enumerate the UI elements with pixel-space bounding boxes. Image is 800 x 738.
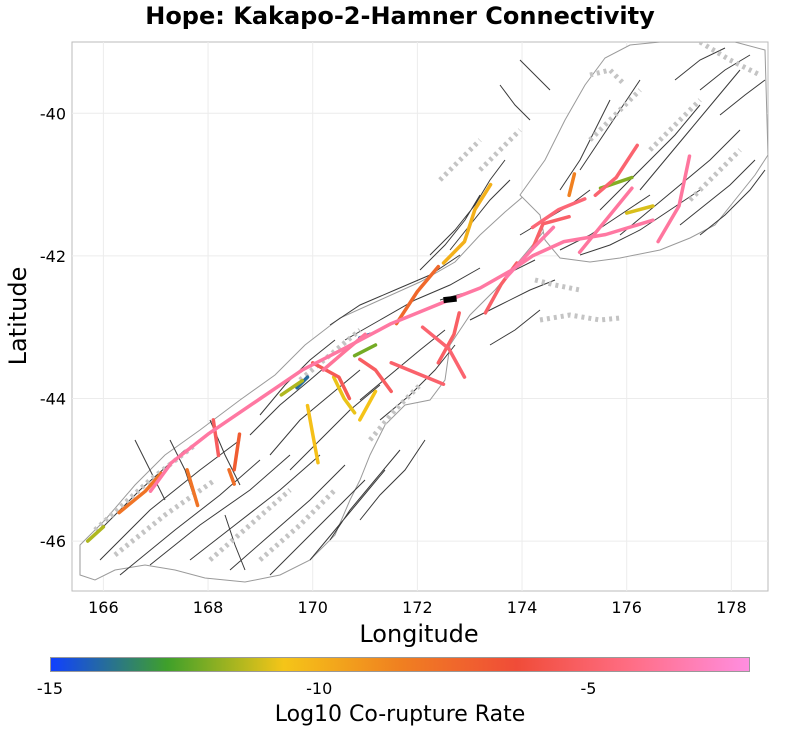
rupture-segment	[310, 361, 352, 401]
rupture-segment	[227, 468, 236, 486]
rupture-segment	[530, 214, 571, 251]
x-tick-label: 174	[507, 598, 538, 617]
rupture-segment	[420, 325, 467, 379]
rupture-segment	[232, 432, 242, 472]
rupture-segment	[279, 378, 305, 397]
x-tick-label: 170	[297, 598, 328, 617]
south-island-outline	[79, 189, 546, 583]
rupture-segment	[117, 471, 163, 515]
land-outline	[79, 42, 768, 583]
y-tick-label: -44	[40, 389, 66, 408]
colorbar-tick-label: -5	[580, 679, 597, 698]
x-tick-label: 178	[716, 598, 747, 617]
rupture-segment	[593, 143, 639, 198]
fault-trace-ribbons	[93, 42, 762, 562]
y-axis-ticks: -40 -42 -44 -46	[40, 104, 66, 551]
x-axis-ticks: 166 168 170 172 174 176 178	[88, 598, 747, 617]
rupture-segment	[358, 389, 378, 422]
colorbar-tick-label: -15	[36, 679, 64, 698]
rupture-segment	[441, 182, 493, 265]
rupture-segment	[185, 468, 200, 508]
source-fault-layer	[443, 295, 457, 304]
colorbar-tick-label: -10	[306, 679, 333, 698]
rupture-segment	[394, 264, 441, 326]
rupture-segment	[358, 357, 393, 394]
colorbar	[50, 657, 750, 672]
colorbar-label: Log10 Co-rupture Rate	[274, 702, 526, 727]
rupture-segment	[504, 225, 556, 280]
rupture-segment	[577, 186, 634, 255]
rupture-segment	[305, 403, 320, 465]
rupture-segment	[436, 311, 461, 365]
rupture-segment	[211, 418, 221, 458]
x-tick-label: 176	[611, 598, 642, 617]
y-tick-label: -46	[40, 532, 66, 551]
north-island-outline	[519, 42, 768, 263]
rupture-segment	[85, 525, 106, 543]
x-tick-label: 166	[88, 598, 119, 617]
rupture-segment	[389, 361, 446, 386]
chart-title: Hope: Kakapo-2-Hamner Connectivity	[145, 2, 655, 30]
rupture-layer	[85, 143, 692, 543]
rupture-segment	[352, 343, 378, 358]
y-tick-label: -42	[40, 247, 66, 266]
rupture-segment	[567, 172, 577, 198]
x-axis-label: Longitude	[359, 620, 479, 648]
rupture-segment	[530, 197, 587, 230]
rupture-segment	[331, 375, 357, 415]
source-fault-segment	[443, 295, 457, 304]
background-faults	[89, 47, 766, 576]
y-tick-label: -40	[40, 104, 66, 123]
rupture-segment	[656, 154, 692, 244]
x-tick-label: 172	[402, 598, 433, 617]
x-tick-label: 168	[193, 598, 224, 617]
y-axis-label: Latitude	[4, 266, 32, 366]
rupture-segment	[148, 218, 655, 493]
rupture-segment	[624, 204, 655, 215]
